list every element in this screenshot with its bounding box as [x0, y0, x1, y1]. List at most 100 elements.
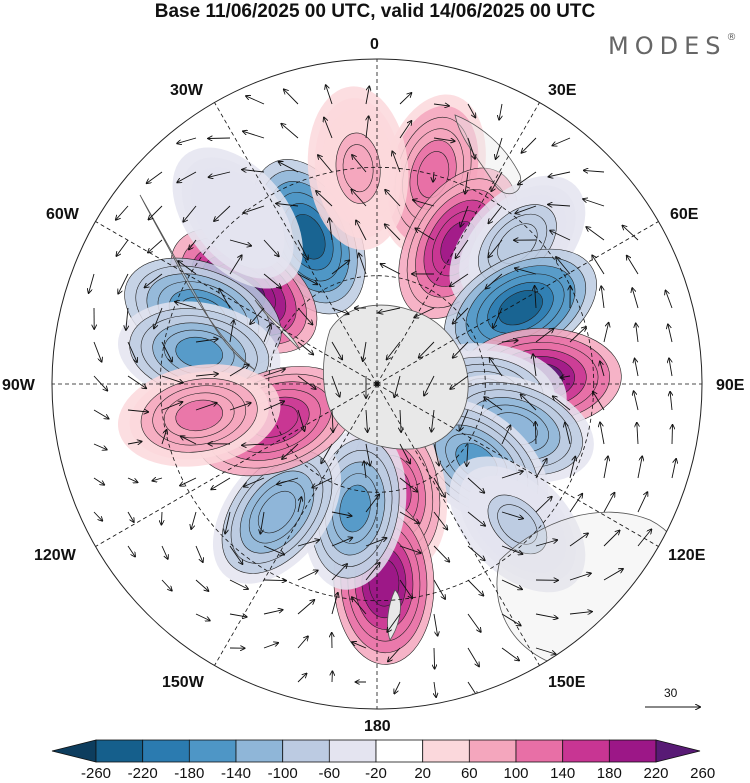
wind-vector: [127, 442, 142, 445]
wind-vectors: [89, 85, 677, 697]
colorbar-segment: [468, 739, 517, 763]
modes-logo: MODES®: [608, 32, 736, 60]
wind-vector: [365, 538, 387, 547]
colorbar-segment: [562, 739, 610, 763]
wind-vector: [433, 579, 445, 599]
wind-vector: [387, 341, 401, 359]
wind-vector: [381, 264, 401, 275]
wind-vector: [365, 443, 370, 466]
wind-vector: [352, 642, 367, 649]
wind-vector: [208, 138, 231, 139]
wind-vector: [584, 170, 605, 172]
wind-vector: [456, 239, 469, 258]
wind-vector: [352, 597, 367, 615]
wind-vector: [569, 573, 591, 581]
wind-vector: [637, 456, 642, 479]
wind-vector: [535, 329, 554, 343]
wind-vector: [284, 89, 299, 105]
wind-vector: [388, 647, 401, 661]
wind-vector: [331, 538, 352, 547]
wind-vector: [263, 325, 271, 343]
lon-label-30e: 30E: [548, 82, 577, 99]
wind-vector: [116, 205, 129, 220]
wind-vector: [263, 643, 278, 649]
wind-vector: [127, 410, 148, 412]
wind-vector: [670, 392, 672, 411]
colorbar-tick-label: 140: [550, 765, 576, 782]
lon-label-60w: 60W: [46, 206, 79, 223]
wind-vector: [569, 457, 575, 479]
wind-vector: [127, 341, 137, 362]
colorbar-extend-low: [51, 739, 97, 763]
wind-vector: [161, 402, 182, 411]
wind-vector: [603, 323, 609, 343]
wind-vector: [592, 255, 605, 275]
wind-vector: [635, 359, 639, 377]
wind-vector: [127, 511, 134, 522]
wind-vector: [433, 545, 449, 562]
wind-vector: [250, 307, 265, 324]
africa-tip: [454, 114, 522, 195]
lon-label-120w: 120W: [34, 547, 76, 564]
wind-vector: [490, 358, 503, 377]
wind-vector: [501, 647, 519, 661]
wind-vector: [535, 540, 557, 547]
wind-vector: [467, 579, 483, 596]
wind-vector: [488, 205, 503, 223]
colorbar-tick-label: 20: [414, 765, 432, 782]
wind-vector: [312, 477, 333, 488]
wind-vector: [586, 227, 605, 241]
wind-vector: [501, 511, 523, 519]
colorbar-segment: [375, 739, 424, 763]
wind-vector: [399, 511, 419, 523]
wind-vector: [501, 613, 521, 626]
colorbar-segment: [282, 739, 330, 763]
wind-vector: [419, 341, 435, 358]
wind-vector: [601, 286, 604, 309]
wind-vector: [548, 205, 571, 207]
lon-label-150e: 150E: [548, 674, 586, 691]
wind-vector: [433, 171, 434, 182]
wind-vector: [93, 375, 107, 391]
wind-vector: [154, 307, 163, 328]
wind-vector: [499, 103, 502, 120]
wind-vector: [636, 323, 638, 343]
colorbar-segment: [515, 739, 564, 763]
wind-vector: [242, 170, 265, 172]
wind-vector: [297, 570, 318, 581]
wind-vector: [600, 362, 605, 377]
colorbar: [51, 739, 701, 763]
wind-vector: [297, 540, 319, 547]
wind-vector: [535, 647, 556, 654]
wind-vector: [93, 341, 102, 362]
wind-vector: [399, 579, 412, 598]
wind-vector: [434, 681, 436, 697]
wind-vector: [161, 375, 183, 383]
wind-vector: [556, 257, 571, 275]
wind-vector: [669, 358, 673, 377]
wind-vector: [316, 191, 333, 207]
wind-vector: [195, 579, 208, 591]
wind-vector: [229, 255, 242, 275]
wind-vector: [246, 96, 265, 105]
colorbar-tick-label: -260: [80, 765, 112, 782]
lon-label-90e: 90E: [716, 377, 745, 394]
wind-vector: [352, 155, 367, 173]
wind-vector: [668, 324, 673, 343]
wind-vector: [593, 392, 605, 411]
wind-vector: [603, 493, 615, 513]
wind-vector: [116, 239, 129, 256]
lon-label-0: 0: [370, 36, 379, 53]
wind-vector: [433, 511, 447, 530]
wind-vector: [229, 239, 251, 246]
latitude-circle: [268, 275, 486, 493]
colorbar-segment: [235, 739, 284, 763]
wind-vector: [433, 443, 439, 465]
wind-vector: [282, 443, 299, 459]
wind-vector: [183, 205, 197, 222]
anomaly-field: [117, 86, 622, 665]
colorbar-segment: [608, 739, 657, 763]
wind-vector: [276, 204, 299, 207]
wind-vector: [491, 171, 503, 191]
